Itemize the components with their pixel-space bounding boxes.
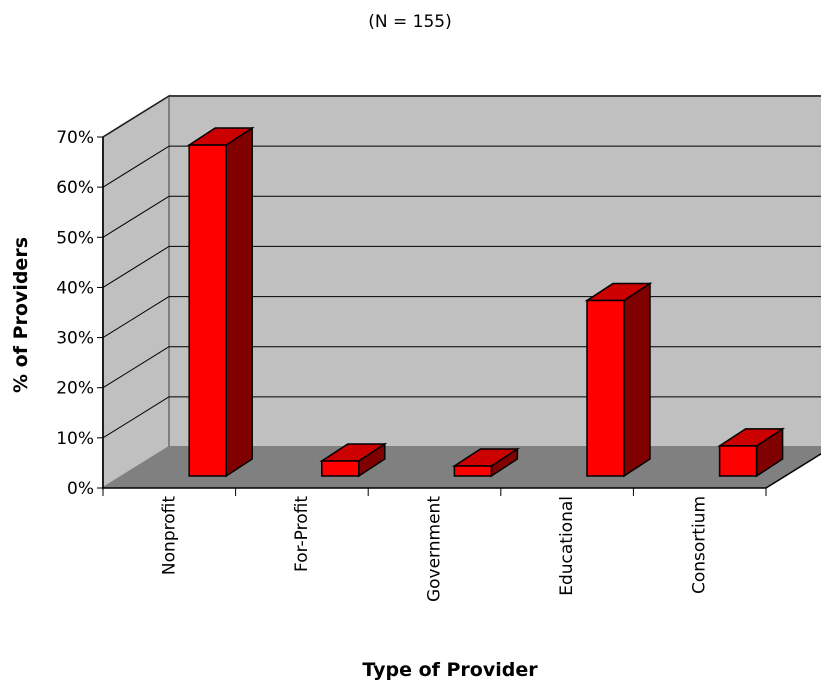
back-wall	[168, 95, 821, 448]
y-tick-label: 50%	[56, 228, 94, 248]
y-tick-label: 30%	[56, 329, 94, 349]
floor-right-edge	[765, 452, 821, 489]
x-category-label: Consortium	[690, 496, 710, 594]
y-tick-label: 70%	[56, 128, 94, 148]
gridline-side	[102, 296, 170, 338]
bars	[186, 126, 786, 478]
bar-front	[321, 460, 360, 477]
bar-front	[188, 144, 227, 477]
y-tick-label: 10%	[56, 429, 94, 449]
x-category-label: Educational	[557, 496, 577, 596]
gridline-side	[102, 246, 170, 288]
side-wall	[102, 94, 170, 490]
y-tick-label: 0%	[67, 479, 94, 499]
bar-side	[623, 282, 651, 478]
bar-nonprofit	[186, 126, 255, 478]
bar-front	[453, 465, 493, 477]
bar-front	[586, 299, 625, 477]
bar-educational	[584, 282, 653, 478]
gridline-side	[102, 396, 170, 439]
bar-government	[451, 447, 520, 478]
gridline-side	[102, 95, 170, 138]
x-category-label: For-Profit	[292, 496, 312, 572]
y-axis-ticks: 0% 10% 20% 30% 40% 50% 60% 70%	[56, 128, 821, 499]
y-tick-label: 20%	[56, 379, 94, 399]
bar-consortium	[717, 427, 786, 478]
x-category-label: Nonprofit	[159, 496, 179, 575]
bar-front	[718, 445, 758, 477]
y-tick-label: 40%	[56, 278, 94, 298]
bar-side	[225, 126, 253, 478]
y-axis-title: % of Providers	[10, 237, 32, 393]
x-category-label: Government	[425, 496, 445, 602]
gridline-side	[102, 346, 170, 389]
chart-subtitle: (N = 155)	[368, 12, 451, 32]
gridlines	[102, 95, 821, 439]
x-axis-category-labels: Nonprofit For-Profit Government Educational…	[102, 488, 767, 602]
bar-for-profit	[319, 442, 388, 478]
gridline-side	[102, 195, 170, 238]
gridline-side	[102, 145, 170, 188]
y-tick-label: 60%	[56, 178, 94, 198]
x-axis-title: Type of Provider	[362, 659, 538, 681]
